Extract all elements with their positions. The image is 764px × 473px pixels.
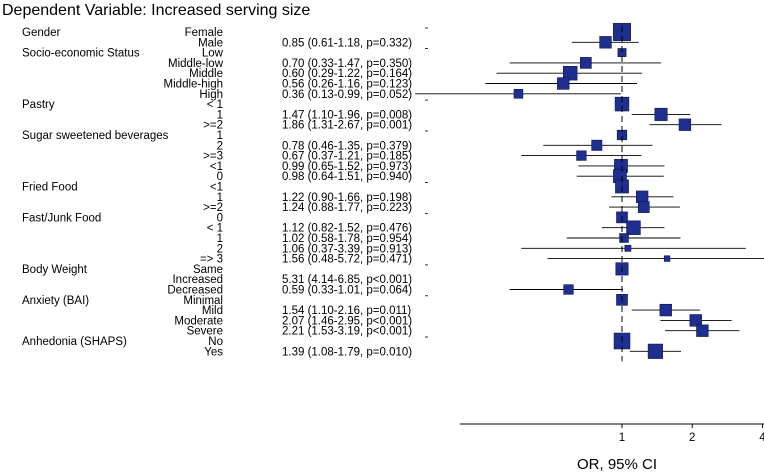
x-axis: 12468: [460, 26, 764, 444]
group-label: Gender: [22, 27, 61, 39]
estimate-label: 0.70 (0.33-1.47, p=0.350): [282, 58, 412, 70]
level-label: Middle-high: [164, 79, 223, 91]
estimate-label: 0.67 (0.37-1.21, p=0.185): [282, 151, 412, 163]
x-tick-label: 1: [619, 432, 625, 444]
estimate-label: 1.56 (0.48-5.72, p=0.471): [282, 254, 412, 266]
estimate-label: 0.98 (0.64-1.51, p=0.940): [282, 171, 412, 183]
level-label: Middle: [189, 68, 223, 80]
group-label: Fried Food: [22, 182, 78, 194]
or-marker: [580, 57, 592, 69]
level-label: >=2: [203, 120, 223, 132]
x-tick-label: 4: [759, 432, 764, 444]
group-label: Fast/Junk Food: [22, 212, 101, 224]
level-label: Moderate: [174, 315, 223, 327]
level-label: Increased: [172, 274, 223, 286]
group-label: Body Weight: [22, 264, 88, 276]
estimate-label: 0.56 (0.26-1.16, p=0.123): [282, 79, 412, 91]
or-marker: [696, 324, 709, 337]
level-label: 2: [217, 243, 223, 255]
group-label: Anhedonia (SHAPS): [22, 336, 127, 348]
or-marker: [626, 220, 641, 235]
level-label: Decreased: [167, 285, 223, 297]
or-marker: [647, 343, 663, 359]
level-label: Severe: [187, 326, 223, 338]
or-marker: [659, 303, 672, 317]
or-marker: [557, 77, 570, 90]
or-marker: [576, 150, 587, 161]
level-label: Male: [198, 37, 223, 49]
estimate-label: 1.02 (0.58-1.78, p=0.954): [282, 233, 412, 245]
estimate-label: 1.12 (0.82-1.52, p=0.476): [282, 223, 412, 235]
or-marker: [663, 255, 671, 262]
level-label: Low: [202, 48, 224, 60]
estimate-label: 0.59 (0.33-1.01, p=0.064): [282, 285, 412, 297]
estimate-label: 1.54 (1.10-2.16, p=0.011): [282, 305, 411, 317]
or-marker: [563, 66, 578, 81]
estimate-label: 1.06 (0.37-3.39, p=0.913): [282, 243, 412, 255]
group-label: Socio-economic Status: [22, 48, 140, 60]
level-label: < 1: [207, 223, 223, 235]
estimate-label: 0.85 (0.61-1.18, p=0.332): [282, 37, 412, 49]
or-marker: [624, 244, 632, 252]
or-marker: [654, 107, 668, 121]
level-label: 0: [217, 212, 223, 224]
x-tick-label: 2: [689, 432, 695, 444]
estimate-label: 0.99 (0.65-1.52, p=0.973): [282, 161, 412, 173]
estimate-label: 2.21 (1.53-3.19, p<0.001): [282, 326, 412, 338]
estimate-label: 1.86 (1.31-2.67, p=0.001): [282, 120, 412, 132]
level-label: < 1: [207, 99, 223, 111]
or-marker: [636, 190, 649, 203]
estimate-label: 5.31 (4.14-6.85, p<0.001): [282, 274, 412, 286]
or-marker: [689, 314, 702, 327]
level-label: Female: [185, 27, 223, 39]
level-label: <1: [210, 161, 223, 173]
x-axis-label: OR, 95% CI: [577, 456, 657, 473]
level-label: 2: [217, 140, 223, 152]
level-label: >=3: [203, 151, 223, 163]
level-label: High: [199, 89, 223, 101]
level-label: >=2: [203, 202, 223, 214]
or-marker: [513, 89, 524, 99]
or-marker: [619, 233, 629, 243]
level-label: No: [208, 336, 223, 348]
level-label: Same: [193, 264, 223, 276]
estimate-label: 2.07 (1.46-2.95, p<0.001): [282, 315, 412, 327]
estimate-label: 1.24 (0.88-1.77, p=0.223): [282, 202, 412, 214]
level-label: => 3: [200, 254, 223, 266]
level-label: 1: [217, 233, 223, 245]
estimate-label: 1.22 (0.90-1.66, p=0.198): [282, 192, 412, 204]
level-label: Minimal: [183, 295, 223, 307]
estimate-label: 0.78 (0.46-1.35, p=0.379): [282, 140, 412, 152]
or-marker: [678, 118, 692, 131]
group-label: Pastry: [22, 99, 55, 111]
level-label: <1: [210, 182, 223, 194]
estimate-label: 1.47 (1.10-1.96, p=0.008): [282, 109, 412, 121]
level-label: 1: [217, 109, 223, 121]
group-label: Sugar sweetened beverages: [22, 130, 169, 142]
level-label: Middle-low: [168, 58, 224, 70]
estimate-label: 1.39 (1.08-1.79, p=0.010): [282, 346, 412, 358]
group-label: Anxiety (BAI): [22, 295, 89, 307]
marks-layer: [415, 23, 764, 359]
level-label: Mild: [202, 305, 223, 317]
level-label: 1: [217, 192, 223, 204]
level-label: 1: [217, 130, 223, 142]
level-label: 0: [217, 171, 223, 183]
or-marker: [599, 36, 612, 49]
or-marker: [591, 139, 603, 151]
level-label: Yes: [204, 346, 223, 358]
estimate-label: 0.60 (0.29-1.22, p=0.164): [282, 68, 412, 80]
chart-title: Dependent Variable: Increased serving si…: [2, 2, 310, 19]
or-marker: [563, 284, 574, 295]
or-marker: [638, 201, 650, 213]
estimate-label: 0.36 (0.13-0.99, p=0.052): [282, 89, 412, 101]
